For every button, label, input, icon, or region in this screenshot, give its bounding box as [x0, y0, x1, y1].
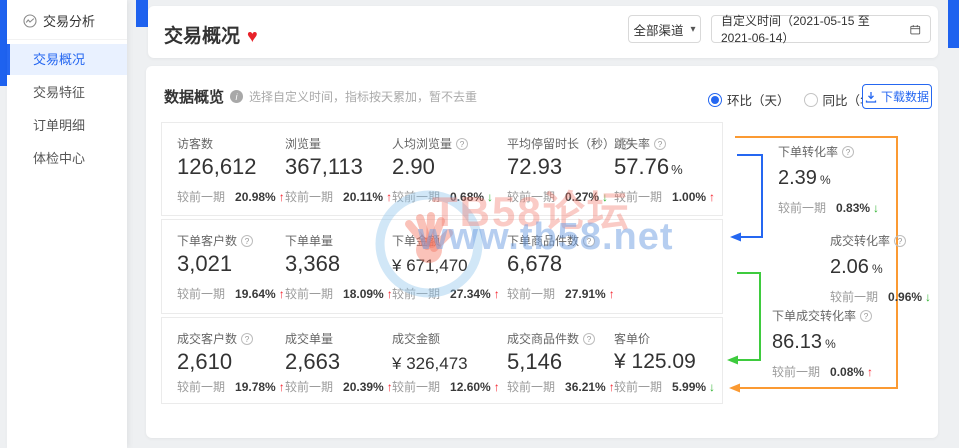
section-title: 数据概览	[164, 89, 225, 106]
page-header: 交易概况 ♥ 全部渠道 ▾ 自定义时间（2021-05-15 至 2021-06-…	[148, 6, 938, 58]
metric-deal-items: 成交商品件数? 5,146 较前一期 36.21% ↑	[507, 332, 615, 394]
analysis-icon	[23, 13, 37, 28]
conversion-order-to-deal-rate: 下单成交转化率? 86.13% 较前一期 0.08% ↑	[772, 309, 874, 379]
metric-bounce-rate: 跳失率? 57.76% 较前一期 1.00% ↑	[614, 137, 716, 204]
sidebar-menu: 交易概况 交易特征 订单明细 体检中心	[7, 44, 127, 174]
chevron-down-icon: ▾	[690, 23, 696, 35]
help-icon[interactable]: ?	[654, 137, 667, 150]
channel-select-value: 全部渠道	[633, 23, 684, 38]
help-icon[interactable]: ?	[583, 332, 596, 345]
sidebar-item-order-details[interactable]: 订单明细	[7, 110, 127, 141]
data-overview-card: 数据概览 i 选择自定义时间，指标按天累加，暂不去重 环比（天） 同比（年） 下…	[146, 66, 938, 438]
sidebar-item-health-check[interactable]: 体检中心	[7, 143, 127, 174]
help-icon[interactable]: ?	[241, 332, 254, 345]
metric-avg-order-value: 客单价 ¥ 125.09 较前一期 5.99% ↓	[614, 332, 716, 394]
radio-compare-day[interactable]: 环比（天）	[708, 90, 790, 109]
metric-order-items: 下单商品件数? 6,678 较前一期 27.91% ↑	[507, 234, 615, 301]
metric-deal-customers: 成交客户数? 2,610 较前一期 19.78% ↑	[177, 332, 285, 394]
section-hint: 选择自定义时间，指标按天累加，暂不去重	[249, 90, 478, 104]
heart-icon: ♥	[247, 26, 258, 46]
date-range-value: 自定义时间（2021-05-15 至 2021-06-14）	[721, 14, 870, 45]
info-icon: i	[230, 90, 244, 103]
help-icon[interactable]: ?	[619, 137, 632, 150]
app-frame-edge-right	[948, 0, 959, 48]
download-data-button[interactable]: 下载数据	[862, 84, 932, 109]
sidebar-item-label: 订单明细	[33, 118, 86, 133]
help-icon[interactable]: ?	[860, 309, 873, 322]
sidebar-group-transaction-analysis[interactable]: 交易分析	[7, 0, 127, 40]
sidebar-item-transaction-overview[interactable]: 交易概况	[7, 44, 127, 75]
sidebar-item-label: 交易概况	[33, 52, 86, 67]
date-range-picker[interactable]: 自定义时间（2021-05-15 至 2021-06-14）	[711, 14, 931, 45]
metric-deal-count: 成交单量 2,663 较前一期 20.39% ↑	[285, 332, 393, 394]
sidebar-item-label: 交易特征	[33, 85, 86, 100]
metric-pageviews: 浏览量 367,113 较前一期 20.11% ↑	[285, 137, 393, 204]
metric-visitors: 访客数 126,612 较前一期 20.98% ↑	[177, 137, 285, 204]
radio-label: 环比（天）	[727, 94, 790, 108]
sidebar-item-transaction-features[interactable]: 交易特征	[7, 77, 127, 108]
help-icon[interactable]: ?	[894, 234, 907, 247]
sidebar-item-label: 体检中心	[33, 151, 86, 166]
help-icon[interactable]: ?	[456, 137, 469, 150]
help-icon[interactable]: ?	[583, 234, 596, 247]
metric-order-amount: 下单金额 ¥ 671,470 较前一期 27.34% ↑	[392, 234, 500, 301]
conversion-deal-rate: 成交转化率? 2.06% 较前一期 0.96% ↓	[830, 234, 932, 304]
app-frame-edge-left	[0, 0, 7, 86]
download-icon	[865, 91, 877, 103]
help-icon[interactable]: ?	[241, 234, 254, 247]
metric-row-deals: 成交客户数? 2,610 较前一期 19.78% ↑ 成交单量 2,663 较前一期…	[161, 317, 723, 404]
metric-row-traffic: 访客数 126,612 较前一期 20.98% ↑ 浏览量 367,113 较前一期…	[161, 122, 723, 216]
metric-row-orders: 下单客户数? 3,021 较前一期 19.64% ↑ 下单单量 3,368 较前一期…	[161, 219, 723, 314]
app-frame-edge-middle	[136, 0, 148, 27]
radio-icon	[803, 92, 818, 107]
sidebar: 交易分析 交易概况 交易特征 订单明细 体检中心	[7, 0, 127, 448]
channel-select[interactable]: 全部渠道 ▾	[628, 15, 701, 43]
metric-avg-stay-seconds: 平均停留时长（秒）? 72.93 较前一期 0.27% ↓	[507, 123, 632, 215]
radio-icon-selected	[708, 92, 722, 107]
sidebar-group-label: 交易分析	[43, 14, 96, 29]
metric-order-count: 下单单量 3,368 较前一期 18.09% ↑	[285, 234, 393, 301]
metric-deal-amount: 成交金额 ¥ 326,473 较前一期 12.60% ↑	[392, 332, 500, 394]
compare-mode-radios: 环比（天） 同比（年）	[708, 90, 885, 109]
help-icon[interactable]: ?	[842, 145, 855, 158]
conversion-order-rate: 下单转化率? 2.39% 较前一期 0.83% ↓	[778, 145, 880, 215]
metric-order-customers: 下单客户数? 3,021 较前一期 19.64% ↑	[177, 234, 285, 301]
section-header: 数据概览 i 选择自定义时间，指标按天累加，暂不去重	[164, 86, 477, 107]
page-title: 交易概况 ♥	[164, 26, 258, 47]
metric-views-per-visitor: 人均浏览量? 2.90 较前一期 0.68% ↓	[392, 137, 494, 204]
download-label: 下载数据	[880, 90, 929, 104]
calendar-icon	[910, 24, 921, 34]
